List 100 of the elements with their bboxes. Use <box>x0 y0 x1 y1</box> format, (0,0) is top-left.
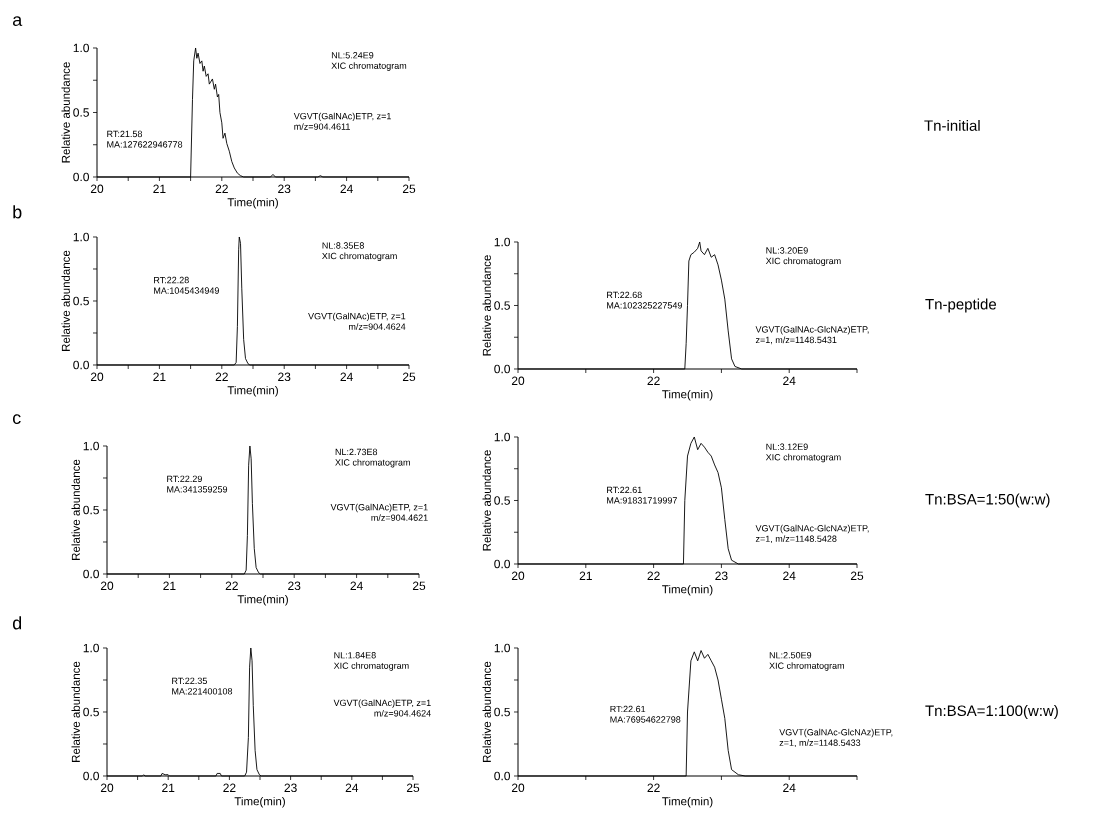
annotation: MA:341359259 <box>167 486 228 493</box>
y-tick-label: 0.0 <box>73 172 90 182</box>
x-tick-label: 25 <box>412 581 426 591</box>
x-tick-label: 20 <box>90 372 104 382</box>
x-tick-label: 24 <box>783 571 796 580</box>
annotation: VGVT(GalNAc-GlcNAz)ETP, <box>779 728 893 738</box>
x-axis-title: Time(min) <box>662 584 713 596</box>
x-tick-label: 20 <box>511 783 525 793</box>
y-tick-label: 1.0 <box>494 237 511 247</box>
annotation: XIC chromatogram <box>769 662 844 671</box>
annotation: RT:21.58 <box>107 130 143 138</box>
x-tick-label: 21 <box>153 372 166 381</box>
annotation: z=1, m/z=1148.5428 <box>755 535 837 543</box>
y-tick-label: 0.5 <box>73 296 89 306</box>
x-tick-label: 20 <box>100 783 114 793</box>
chart-title: b <box>13 205 22 219</box>
x-tick-label: 22 <box>647 783 660 792</box>
x-tick-label: 23 <box>284 783 297 793</box>
y-tick-label: 0.5 <box>83 707 99 717</box>
x-tick-label: 23 <box>288 581 301 591</box>
chart-title: a <box>12 16 23 27</box>
x-tick-label: 21 <box>163 581 176 590</box>
text: Tn-initial <box>924 119 980 131</box>
annotation: RT:22.29 <box>167 475 202 483</box>
y-axis-title: Relative abundance <box>71 661 80 762</box>
x-axis-title: Time(min) <box>237 594 288 606</box>
annotation: NL:2.50E9 <box>769 652 812 659</box>
annotation: m/z=904.4611 <box>294 123 350 130</box>
annotation: VGVT(GalNAc)ETP, z=1 <box>333 699 431 708</box>
x-tick-label: 22 <box>215 372 228 381</box>
x-tick-label: 20 <box>90 184 104 194</box>
x-tick-label: 25 <box>402 184 416 194</box>
annotation: NL:3.20E9 <box>766 247 808 254</box>
annotation: MA:127622946778 <box>107 141 183 148</box>
x-tick-label: 25 <box>402 372 416 382</box>
y-tick-label: 0.0 <box>83 771 100 781</box>
annotation: NL:1.84E8 <box>334 652 376 659</box>
y-axis-title: Relative abundance <box>71 459 80 560</box>
x-tick-label: 22 <box>225 581 238 590</box>
y-tick-label: 0.5 <box>494 707 510 717</box>
y-tick-label: 1.0 <box>73 232 90 242</box>
y-axis-title: Relative abundance <box>61 250 70 351</box>
annotation: RT:22.28 <box>154 276 189 284</box>
annotation: RT:22.61 <box>610 705 646 713</box>
annotation: m/z=904.4624 <box>374 709 431 717</box>
x-tick-label: 22 <box>223 783 236 792</box>
annotation: NL:2.73E8 <box>335 448 378 456</box>
y-tick-label: 1.0 <box>494 432 511 442</box>
annotation: XIC chromatogram <box>322 252 397 261</box>
annotation: MA:91831719997 <box>607 497 677 504</box>
x-tick-label: 25 <box>850 571 864 581</box>
x-tick-label: 22 <box>215 184 228 193</box>
annotation: MA:76954622798 <box>610 716 681 723</box>
y-tick-label: 0.0 <box>83 569 100 579</box>
y-axis-title: Relative abundance <box>61 62 70 163</box>
x-tick-label: 20 <box>100 581 114 591</box>
annotation: NL:3.12E9 <box>766 443 808 450</box>
annotation: NL:5.24E9 <box>331 52 374 59</box>
x-axis-title: Time(min) <box>234 796 285 808</box>
annotation: RT:22.61 <box>607 486 642 494</box>
annotation: RT:22.68 <box>607 291 642 299</box>
annotation: XIC chromatogram <box>331 62 407 71</box>
x-tick-label: 22 <box>647 376 660 385</box>
y-tick-label: 0.0 <box>494 771 511 781</box>
x-tick-label: 20 <box>511 571 525 581</box>
annotation: MA:1045434949 <box>154 287 219 294</box>
annotation: VGVT(GalNAc-GlcNAz)ETP, <box>755 524 869 534</box>
annotation: VGVT(GalNAc-GlcNAz)ETP, <box>755 326 869 335</box>
annotation: MA:102325227549 <box>607 302 682 309</box>
x-tick-label: 24 <box>340 184 353 193</box>
x-tick-label: 24 <box>783 376 796 385</box>
annotation: z=1, m/z=1148.5431 <box>755 336 837 345</box>
y-tick-label: 1.0 <box>73 43 90 53</box>
y-tick-label: 0.5 <box>494 496 510 505</box>
y-tick-label: 1.0 <box>83 643 100 653</box>
y-tick-label: 0.5 <box>73 108 89 117</box>
x-tick-label: 23 <box>715 571 728 581</box>
x-tick-label: 25 <box>406 783 420 793</box>
text: Tn:BSA=1:100(w:w) <box>925 705 1058 719</box>
annotation: z=1, m/z=1148.5433 <box>779 739 861 748</box>
annotation: RT:22.35 <box>172 677 207 685</box>
x-axis-title: Time(min) <box>227 385 278 397</box>
y-tick-label: 0.5 <box>494 301 510 310</box>
x-tick-label: 24 <box>345 783 359 792</box>
y-tick-label: 1.0 <box>494 643 511 653</box>
x-tick-label: 22 <box>647 571 660 580</box>
y-axis-title: Relative abundance <box>482 661 491 762</box>
annotation: XIC chromatogram <box>335 459 410 468</box>
y-tick-label: 0.0 <box>73 360 90 370</box>
annotation: XIC chromatogram <box>765 453 841 463</box>
annotation: NL:8.35E8 <box>322 242 364 249</box>
x-tick-label: 23 <box>278 184 291 194</box>
annotation: m/z=904.4621 <box>371 514 428 521</box>
text: Tn:BSA=1:50(w:w) <box>925 493 1050 508</box>
x-tick-label: 21 <box>579 571 592 580</box>
x-tick-label: 21 <box>153 184 166 193</box>
annotation: XIC chromatogram <box>333 662 409 671</box>
annotation: VGVT(GalNAc)ETP, z=1 <box>293 112 391 122</box>
y-tick-label: 1.0 <box>83 441 100 451</box>
x-axis-title: Time(min) <box>662 389 713 401</box>
